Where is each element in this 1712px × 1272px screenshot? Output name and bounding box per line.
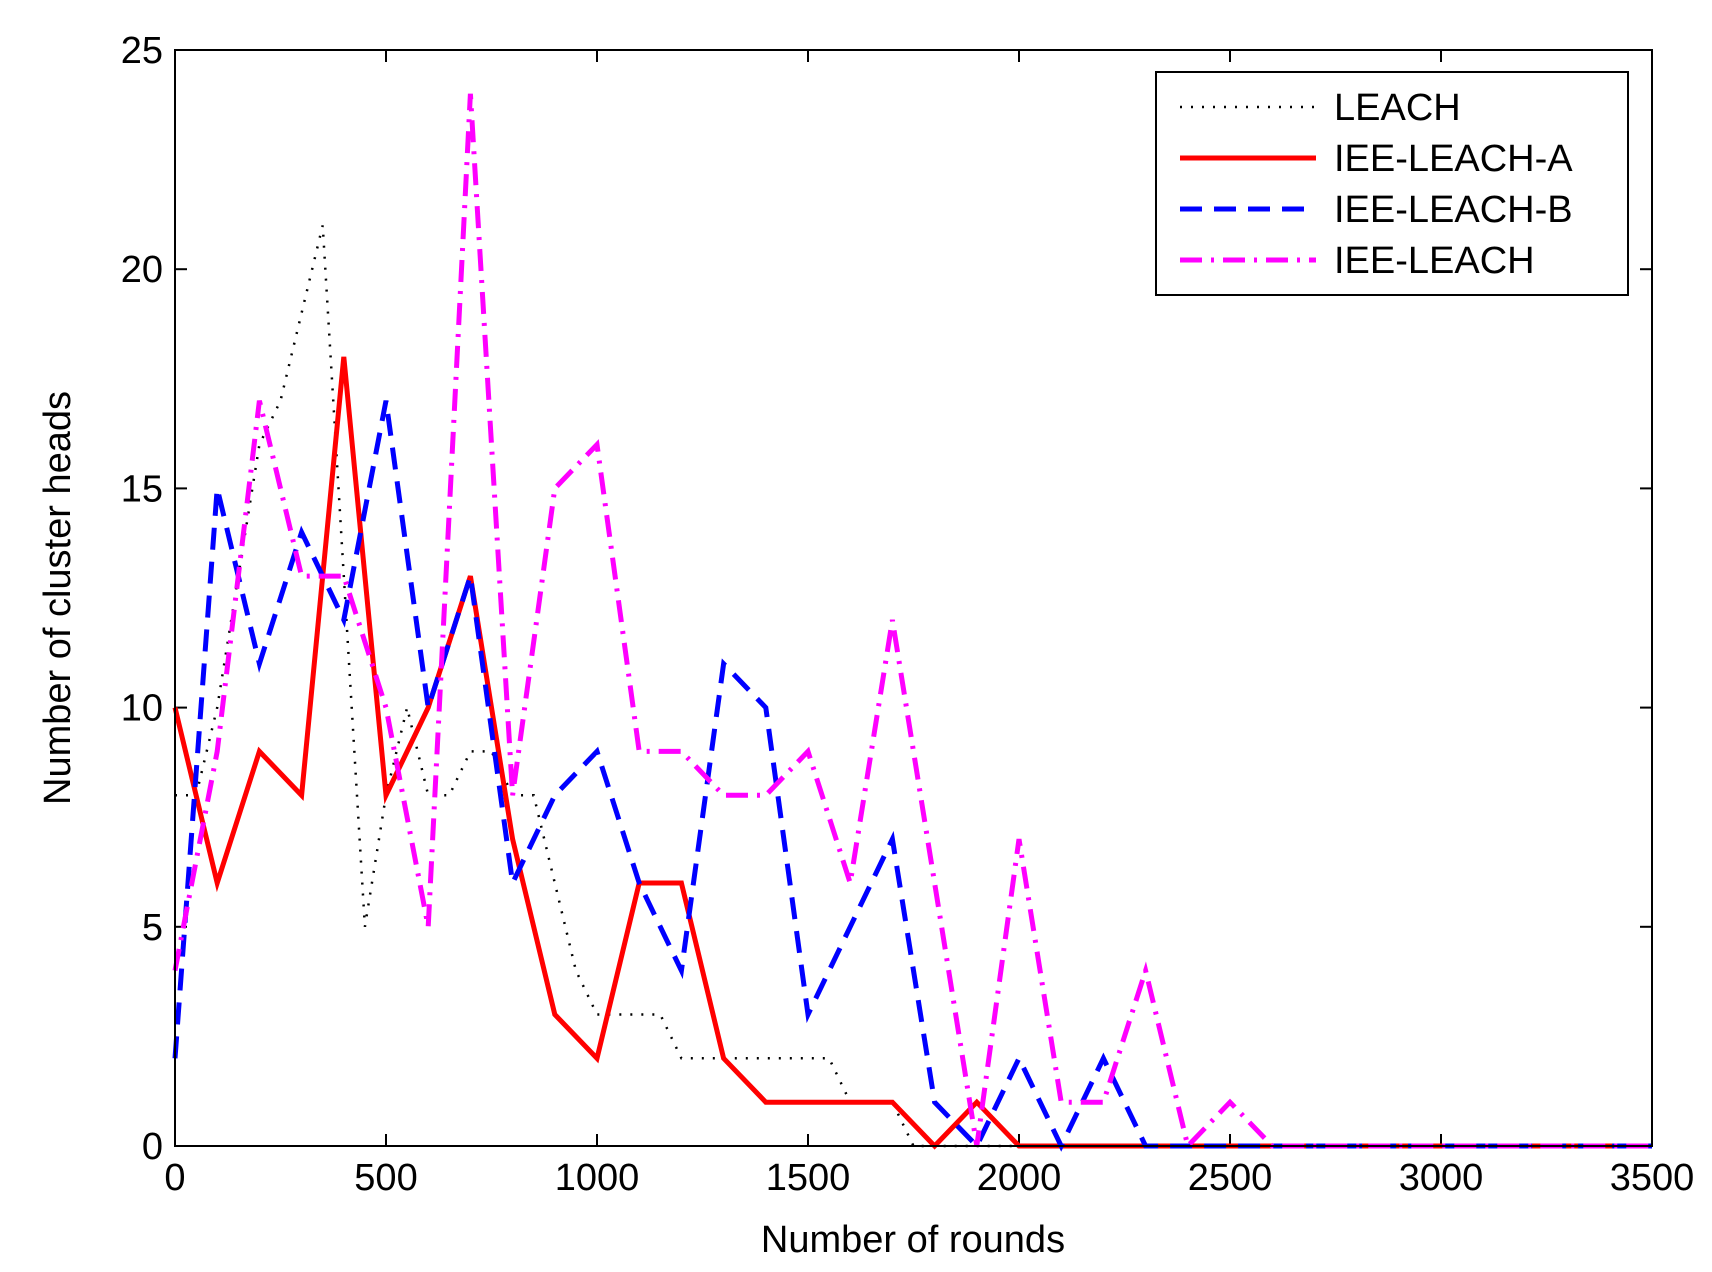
x-tick-label: 0 [164, 1157, 185, 1199]
legend-label: IEE-LEACH-A [1334, 138, 1573, 180]
x-tick-label: 2000 [977, 1157, 1062, 1199]
x-tick-labels: 0 500 1000 1500 2000 2500 3000 3500 [164, 1157, 1694, 1199]
y-axis-title: Number of cluster heads [37, 391, 79, 805]
y-tick-label: 15 [121, 468, 163, 510]
y-tick-labels: 0 5 10 15 20 25 [121, 30, 163, 1168]
legend-label: LEACH [1334, 87, 1461, 129]
y-tick-label: 10 [121, 688, 163, 730]
x-tick-label: 1000 [555, 1157, 640, 1199]
x-tick-label: 500 [354, 1157, 417, 1199]
legend: LEACH IEE-LEACH-A IEE-LEACH-B IEE-LEACH [1155, 71, 1629, 296]
x-tick-label: 3000 [1399, 1157, 1484, 1199]
legend-label: IEE-LEACH-B [1334, 189, 1573, 231]
x-tick-label: 2500 [1188, 1157, 1273, 1199]
y-tick-label: 20 [121, 249, 163, 291]
y-tick-label: 0 [142, 1126, 163, 1168]
series-layer [172, 93, 1652, 1152]
series-line-iee-leach-b [172, 400, 1652, 1152]
x-tick-label: 1500 [766, 1157, 851, 1199]
series-line-iee-leach [172, 93, 1652, 1152]
x-tick-label: 3500 [1610, 1157, 1695, 1199]
plot-frame [174, 49, 1653, 1147]
y-tick-label: 25 [121, 30, 163, 72]
legend-label: IEE-LEACH [1334, 240, 1535, 282]
y-tick-label: 5 [142, 907, 163, 949]
x-axis-title: Number of rounds [761, 1219, 1065, 1261]
